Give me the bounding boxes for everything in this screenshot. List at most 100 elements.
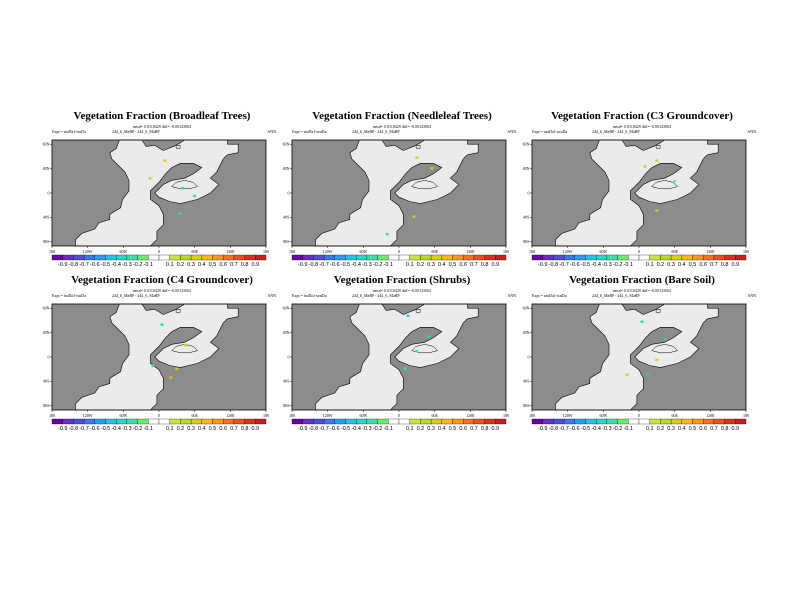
colorbar-label: -0.7 [319, 426, 328, 432]
anomaly-cell [184, 344, 188, 347]
colorbar-label: -0.9 [538, 426, 547, 432]
colorbar: -0.9 -0.8 -0.7 -0.6 -0.5 -0.4 -0.3 -0.2 -0.1 0.1 0… [531, 254, 747, 268]
anomaly-cell [430, 167, 434, 170]
x-tick-label: 120E [466, 413, 475, 418]
colorbar-swatch [137, 254, 149, 261]
anomaly-cell [415, 156, 419, 159]
colorbar-swatch [735, 418, 747, 425]
anomaly-cell [427, 335, 431, 338]
colorbar-label: -0.2 [373, 426, 382, 432]
colorbar-label: 0.4 [198, 262, 206, 268]
island-outline [411, 344, 438, 354]
x-tick-label: 120W [563, 249, 573, 254]
colorbar-swatch [223, 418, 235, 425]
x-tick-label: 120E [226, 249, 235, 254]
colorbar-label: -0.8 [549, 262, 558, 268]
colorbar-label: -0.2 [613, 262, 622, 268]
colorbar-swatch [649, 254, 661, 261]
colorbar-label: 0.9 [731, 426, 739, 432]
colorbar-label: 0.6 [219, 426, 227, 432]
expt-label: Expt = tsuDa1-tsuDa [52, 129, 86, 134]
colorbar-swatch [62, 418, 74, 425]
season-label: ANN [747, 129, 756, 134]
colorbar-label: -0.6 [330, 426, 339, 432]
colorbar-label: -0.9 [538, 262, 547, 268]
colorbar-swatch [553, 254, 565, 261]
colorbar-label: 0.1 [406, 426, 414, 432]
x-tick-label: 120W [83, 249, 93, 254]
colorbar-label: 0.5 [209, 426, 217, 432]
colorbar-swatch [473, 418, 485, 425]
colorbar-swatch [638, 254, 650, 261]
colorbar-label: 0.9 [731, 262, 739, 268]
y-tick-label: 40S [43, 379, 49, 384]
colorbar-swatch [302, 418, 314, 425]
colorbar-swatch [388, 418, 400, 425]
colorbar-swatch [116, 254, 128, 261]
colorbar-label: -0.8 [309, 262, 318, 268]
colorbar-label: -0.6 [570, 426, 579, 432]
chart-title: Vegetation Fraction (C3 Groundcover) [551, 110, 733, 122]
island-outline [411, 180, 438, 190]
colorbar-swatch [452, 254, 464, 261]
x-tick-label: 60E [671, 413, 678, 418]
expt-label: Expt = uruDa1-uruDa [532, 129, 568, 134]
expt-label: Expt = tsuDa1-tsuDa [52, 293, 86, 298]
colorbar-swatch [83, 418, 95, 425]
colorbar-swatch [660, 418, 672, 425]
colorbar-label: -0.6 [570, 262, 579, 268]
colorbar-label: 0.4 [438, 426, 446, 432]
colorbar-swatch [553, 418, 565, 425]
anomaly-cell [403, 367, 407, 370]
colorbar-label: -0.1 [384, 426, 393, 432]
map-plot: 180 120W 60W 0 60E 120E 180 60N 40N 0 40S 80S [283, 139, 509, 254]
land-mass [75, 139, 239, 247]
colorbar-label: 0.7 [710, 262, 718, 268]
colorbar-swatch [441, 418, 453, 425]
colorbar-label: -0.8 [309, 426, 318, 432]
y-tick-label: 0 [528, 190, 530, 195]
colorbar-label: 0.7 [470, 262, 478, 268]
x-tick-label: 0 [638, 413, 640, 418]
colorbar-swatch [617, 254, 629, 261]
colorbar-swatch [660, 254, 672, 261]
x-tick-label: 0 [158, 249, 160, 254]
x-tick-label: 60W [359, 249, 367, 254]
colorbar-label: 0.1 [166, 426, 174, 432]
colorbar-swatch [223, 254, 235, 261]
colorbar-swatch [495, 254, 507, 261]
colorbar-swatch [484, 418, 496, 425]
chart-title: Vegetation Fraction (Shrubs) [333, 274, 471, 286]
island-outline [651, 180, 678, 190]
x-tick-label: 120E [706, 413, 715, 418]
colorbar-swatch [255, 418, 267, 425]
x-tick-label: 0 [158, 413, 160, 418]
case-label: 244_6_MaBP - 244_6_MaBP [592, 293, 640, 298]
anomaly-cell [412, 215, 416, 218]
colorbar-label: -0.9 [298, 426, 307, 432]
colorbar-label: 0.1 [646, 262, 654, 268]
colorbar-label: 0.2 [177, 262, 185, 268]
y-tick-label: 0 [48, 354, 50, 359]
colorbar-label: -0.5 [341, 262, 350, 268]
colorbar-swatch [606, 418, 618, 425]
colorbar-label: 0.3 [427, 262, 435, 268]
anomaly-cell [415, 349, 419, 353]
colorbar-label: -0.4 [351, 426, 360, 432]
x-tick-label: 180 [289, 413, 295, 418]
colorbar-label: -0.3 [122, 426, 131, 432]
x-tick-label: 120W [563, 413, 573, 418]
colorbar-swatch [463, 254, 475, 261]
colorbar-label: 0.4 [678, 426, 686, 432]
colorbar-label: 0.6 [459, 262, 467, 268]
colorbar-swatch [398, 254, 410, 261]
x-tick-label: 60E [431, 249, 438, 254]
colorbar-label: -0.7 [79, 262, 88, 268]
anomaly-cell [148, 177, 152, 180]
season-label: ANN [267, 293, 276, 298]
colorbar-swatch [596, 254, 608, 261]
map-plot: 180 120W 60W 0 60E 120E 180 60N 40N 0 40S 80S [43, 139, 269, 254]
colorbar-swatch [169, 418, 181, 425]
colorbar-swatch [692, 254, 704, 261]
colorbar-swatch [430, 418, 442, 425]
